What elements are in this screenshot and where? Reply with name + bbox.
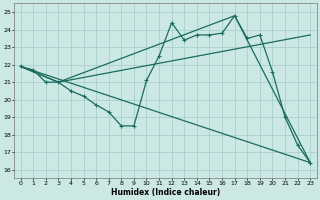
X-axis label: Humidex (Indice chaleur): Humidex (Indice chaleur) bbox=[111, 188, 220, 197]
